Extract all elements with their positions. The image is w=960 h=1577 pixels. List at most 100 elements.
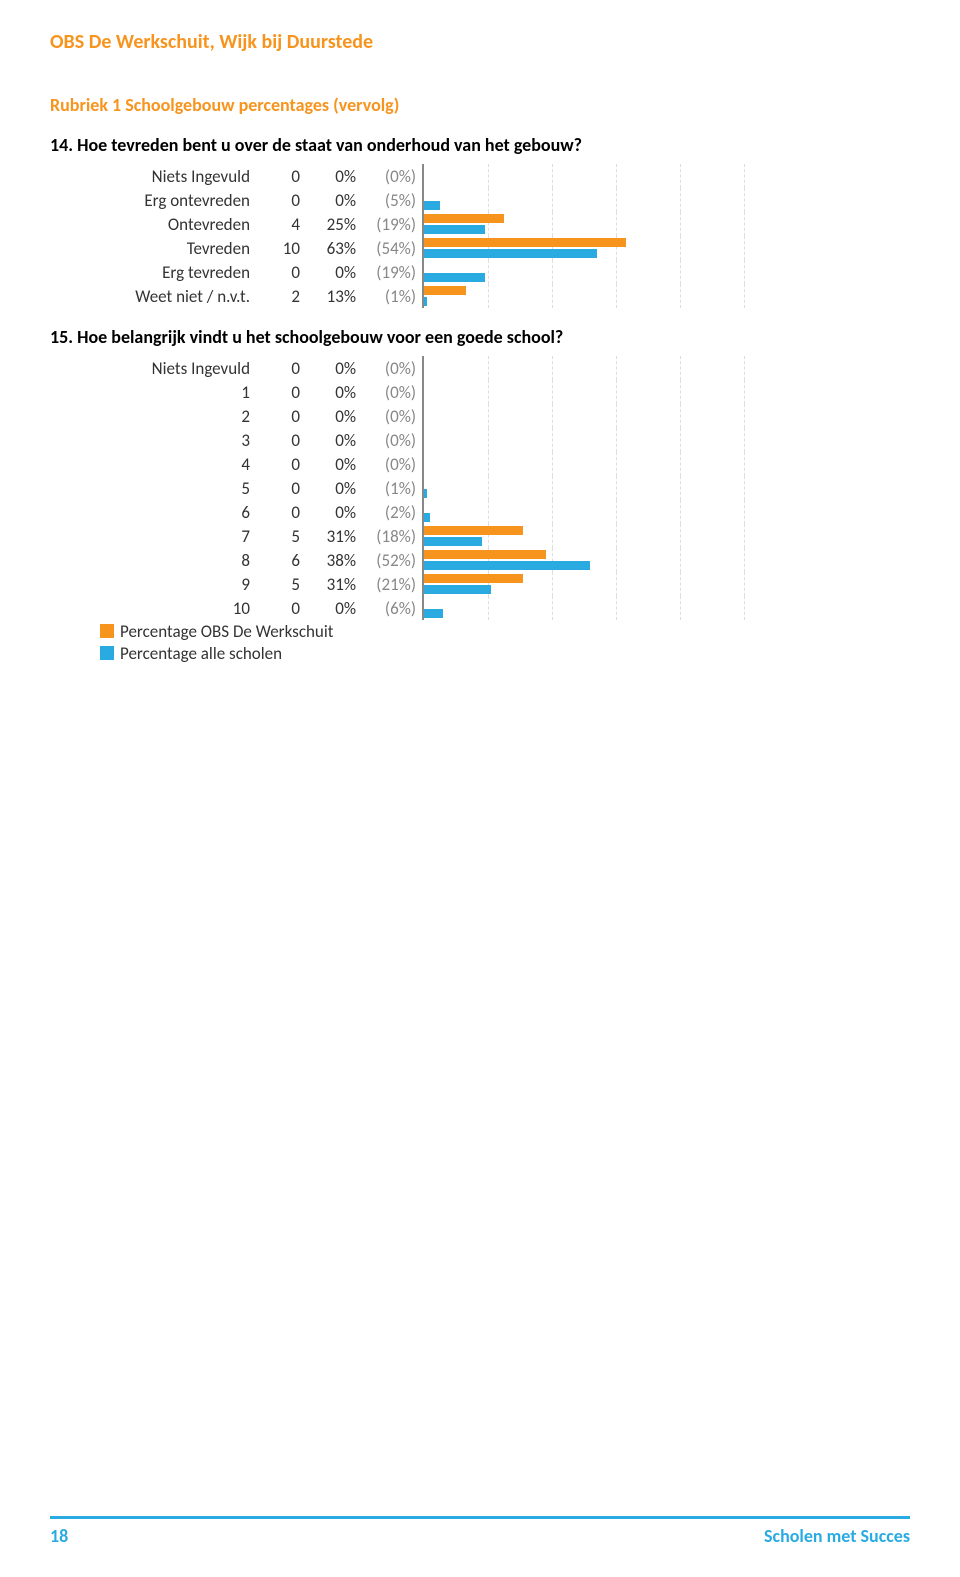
bar-area [422,380,744,404]
chart-row: 100%(0%) [100,380,910,404]
bar-blue [424,249,597,258]
row-pct: 0% [300,358,356,379]
row-pct: 0% [300,262,356,283]
bar-blue [424,225,485,234]
bar-area [422,572,744,596]
row-count: 4 [264,214,300,235]
bar-blue [424,537,482,546]
bar-area [422,596,744,620]
chart-row: Niets Ingevuld00%(0%) [100,164,910,188]
chart-row: Erg tevreden00%(19%) [100,260,910,284]
bar-area [422,260,744,284]
bar-area [422,548,744,572]
row-count: 0 [264,478,300,499]
chart-row: 1000%(6%) [100,596,910,620]
bar-area [422,212,744,236]
bar-blue [424,201,440,210]
row-ref: (0%) [356,358,422,379]
row-count: 0 [264,406,300,427]
brand-name: Scholen met Succes [764,1525,910,1547]
row-count: 6 [264,550,300,571]
row-count: 0 [264,382,300,403]
chart-row: 500%(1%) [100,476,910,500]
row-ref: (0%) [356,406,422,427]
row-ref: (0%) [356,382,422,403]
row-ref: (0%) [356,166,422,187]
bar-blue [424,585,491,594]
bar-area [422,188,744,212]
bar-orange [424,238,626,247]
row-label: 7 [100,526,264,547]
chart-row: 9531%(21%) [100,572,910,596]
row-label: 8 [100,550,264,571]
chart-row: Niets Ingevuld00%(0%) [100,356,910,380]
row-ref: (19%) [356,262,422,283]
chart-row: Weet niet / n.v.t.213%(1%) [100,284,910,308]
row-label: 3 [100,430,264,451]
row-pct: 38% [300,550,356,571]
row-label: Weet niet / n.v.t. [100,286,264,307]
bar-orange [424,550,546,559]
bar-area [422,284,744,308]
row-pct: 0% [300,478,356,499]
page-header-title: OBS De Werkschuit, Wijk bij Duurstede [50,30,910,54]
row-count: 10 [264,238,300,259]
legend: Percentage OBS De WerkschuitPercentage a… [100,620,910,664]
row-label: 5 [100,478,264,499]
row-label: Niets Ingevuld [100,166,264,187]
legend-item: Percentage OBS De Werkschuit [100,620,910,642]
row-pct: 0% [300,454,356,475]
row-pct: 0% [300,598,356,619]
legend-item: Percentage alle scholen [100,642,910,664]
chart-row: Ontevreden425%(19%) [100,212,910,236]
row-pct: 0% [300,166,356,187]
row-ref: (0%) [356,454,422,475]
row-pct: 25% [300,214,356,235]
row-count: 0 [264,190,300,211]
bar-area [422,500,744,524]
chart-row: 8638%(52%) [100,548,910,572]
legend-label: Percentage OBS De Werkschuit [120,621,333,642]
row-count: 0 [264,430,300,451]
bar-blue [424,273,485,282]
chart-row: 600%(2%) [100,500,910,524]
row-label: 2 [100,406,264,427]
chart-q14: Niets Ingevuld00%(0%)Erg ontevreden00%(5… [100,164,910,308]
row-pct: 0% [300,382,356,403]
chart-row: 7531%(18%) [100,524,910,548]
bar-area [422,164,744,188]
question-15-title: 15. Hoe belangrijk vindt u het schoolgeb… [50,326,910,348]
row-pct: 0% [300,190,356,211]
chart-row: Erg ontevreden00%(5%) [100,188,910,212]
chart-q15: Niets Ingevuld00%(0%)100%(0%)200%(0%)300… [100,356,910,620]
row-pct: 0% [300,502,356,523]
row-label: 4 [100,454,264,475]
row-pct: 0% [300,406,356,427]
row-label: Tevreden [100,238,264,259]
row-ref: (5%) [356,190,422,211]
row-label: 9 [100,574,264,595]
bar-orange [424,526,523,535]
row-count: 5 [264,574,300,595]
bar-blue [424,489,427,498]
bar-blue [424,561,590,570]
row-count: 0 [264,502,300,523]
chart-row: 300%(0%) [100,428,910,452]
bar-orange [424,286,466,295]
row-ref: (0%) [356,430,422,451]
bar-area [422,236,744,260]
row-pct: 63% [300,238,356,259]
bar-area [422,428,744,452]
legend-swatch [100,646,114,660]
legend-swatch [100,624,114,638]
chart-row: Tevreden1063%(54%) [100,236,910,260]
row-label: 6 [100,502,264,523]
bar-area [422,524,744,548]
row-label: Niets Ingevuld [100,358,264,379]
bar-orange [424,574,523,583]
row-count: 5 [264,526,300,547]
row-label: Erg ontevreden [100,190,264,211]
row-label: Ontevreden [100,214,264,235]
chart-row: 400%(0%) [100,452,910,476]
page-number: 18 [50,1525,68,1547]
